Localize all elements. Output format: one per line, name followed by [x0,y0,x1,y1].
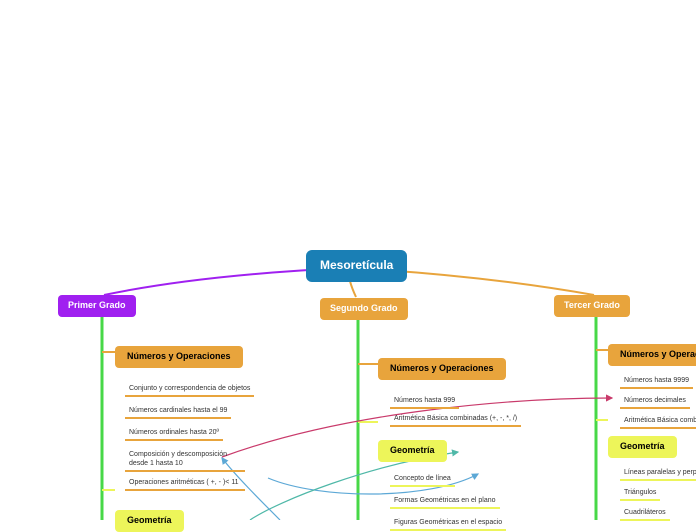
root-node[interactable]: Mesoretícula [306,250,407,282]
topic-numeros-2[interactable]: Números y Operaciones [378,358,506,380]
leaf-3-1: Números decimales [620,394,690,409]
leaf-3-5: Cuadriláteros [620,506,670,521]
leaf-3-2: Aritmética Básica combina [620,414,696,429]
leaf-3-3: Líneas paralelas y perpend [620,466,696,481]
leaf-3-0: Números hasta 9999 [620,374,693,389]
leaf-1-1: Números cardinales hasta el 99 [125,404,231,419]
leaf-2-2: Concepto de línea [390,472,455,487]
leaf-2-0: Números hasta 999 [390,394,459,409]
leaf-2-1: Aritmética Básica combinadas (+, -, *, /… [390,412,521,427]
leaf-3-4: Triángulos [620,486,660,501]
topic-numeros-1[interactable]: Números y Operaciones [115,346,243,368]
leaf-1-2: Números ordinales hasta 20º [125,426,223,441]
topic-geometria-3[interactable]: Geometría [608,436,677,458]
topic-numeros-3[interactable]: Números y Operacio [608,344,696,366]
topic-geometria-2[interactable]: Geometría [378,440,447,462]
leaf-1-0: Conjunto y correspondencia de objetos [125,382,254,397]
leaf-2-3: Formas Geométricas en el plano [390,494,500,509]
leaf-2-4: Figuras Geométricas en el espacio [390,516,506,531]
leaf-1-3: Composición y descomposición desde 1 has… [125,448,245,472]
mindmap-canvas: Mesoretícula Primer Grado Números y Oper… [0,0,696,520]
branch-segundo-grado[interactable]: Segundo Grado [320,298,408,320]
topic-geometria-1[interactable]: Geometría [115,510,184,532]
leaf-1-4: Operaciones aritméticas ( +, - )< 11 [125,476,245,491]
branch-primer-grado[interactable]: Primer Grado [58,295,136,317]
branch-tercer-grado[interactable]: Tercer Grado [554,295,630,317]
